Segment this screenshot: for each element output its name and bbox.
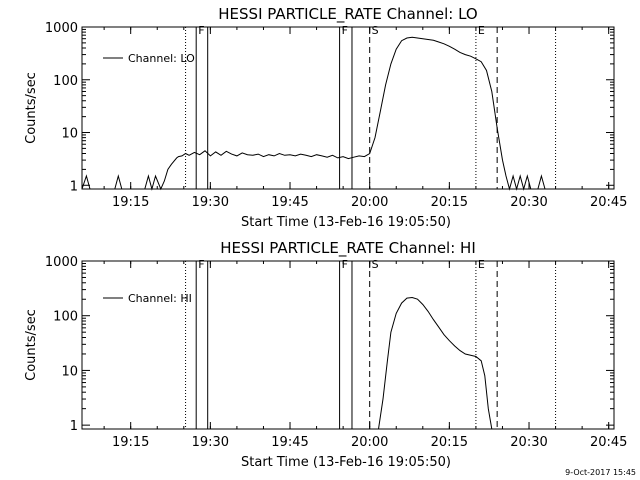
y-tick-label: 1000: [45, 21, 78, 36]
plot-frame: [81, 26, 615, 190]
x-tick-label: 20:15: [431, 435, 468, 450]
y-tick-label: 10: [61, 127, 78, 142]
event-marker-label: F: [198, 258, 204, 271]
x-tick-label: 19:30: [192, 195, 229, 210]
x-tick-label: 20:45: [590, 435, 627, 450]
y-tick-label: 100: [53, 74, 78, 89]
legend: Channel: HI: [103, 292, 192, 305]
plot-elements: 19:15 19:30 19:45 20:00 20:15 20:30 20:45 1 10 10…: [45, 21, 628, 210]
x-tick-label: 19:15: [112, 435, 149, 450]
x-tick-label: 19:15: [112, 195, 149, 210]
chart-title: HESSI PARTICLE_RATE Channel: HI: [220, 239, 476, 258]
event-marker-label: S: [372, 258, 379, 271]
series-line: [378, 296, 493, 430]
x-tick-label: 19:45: [271, 435, 308, 450]
y-tick-label: 1: [70, 419, 78, 434]
x-axis-label: Start Time (13-Feb-16 19:05:50): [241, 215, 451, 230]
event-marker-label: F: [342, 258, 348, 271]
legend-label: Channel: LO: [128, 52, 195, 65]
plot-frame: [81, 260, 615, 430]
event-marker-label: F: [342, 24, 348, 37]
y-tick-label: 10: [61, 364, 78, 379]
legend-label: Channel: HI: [128, 292, 192, 305]
x-tick-label: 20:15: [431, 195, 468, 210]
x-tick-label: 20:30: [510, 195, 547, 210]
panel-hi: HESSI PARTICLE_RATE Channel: HI Counts/s…: [24, 239, 627, 470]
y-tick-label: 1: [70, 179, 78, 194]
x-tick-label: 19:45: [271, 195, 308, 210]
footer-timestamp: 9-Oct-2017 15:45: [565, 468, 636, 477]
x-tick-label: 20:30: [510, 435, 547, 450]
x-tick-label: 19:30: [192, 435, 229, 450]
event-marker-label: E: [478, 24, 485, 37]
panel-lo: HESSI PARTICLE_RATE Channel: LO Counts/s…: [24, 5, 627, 230]
y-tick-label: 1000: [45, 255, 78, 270]
legend: Channel: LO: [103, 52, 195, 65]
event-marker-label: F: [198, 24, 204, 37]
event-marker-label: S: [372, 24, 379, 37]
series-line: [81, 36, 552, 191]
y-axis-label: Counts/sec: [24, 309, 39, 381]
x-axis-label: Start Time (13-Feb-16 19:05:50): [241, 455, 451, 470]
x-tick-label: 20:00: [351, 435, 388, 450]
plot-elements: 19:15 19:30 19:45 20:00 20:15 20:30 20:45 1 10 10…: [45, 255, 628, 450]
y-tick-label: 100: [53, 310, 78, 325]
x-tick-label: 20:00: [351, 195, 388, 210]
x-tick-label: 20:45: [590, 195, 627, 210]
chart-title: HESSI PARTICLE_RATE Channel: LO: [218, 5, 477, 24]
event-marker-label: E: [478, 258, 485, 271]
y-axis-label: Counts/sec: [24, 72, 39, 144]
